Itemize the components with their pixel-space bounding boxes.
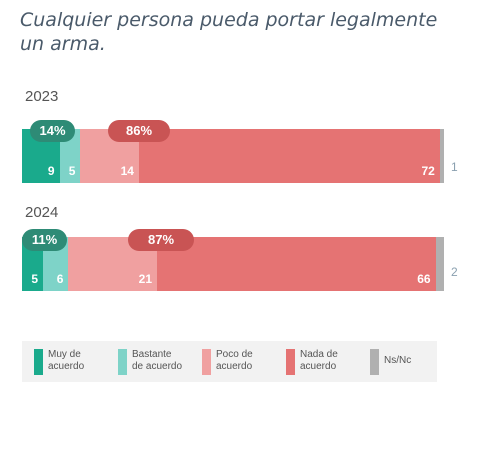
chart-title: Cualquier persona pueda portar legalment… — [20, 9, 438, 55]
bar-segment-nada-2024: 66 — [157, 237, 436, 291]
legend-swatch — [118, 349, 127, 375]
year-label-2024: 2024 — [25, 204, 59, 221]
bar-value-label: 5 — [31, 272, 39, 286]
agree-total-2023: 14% — [30, 120, 75, 142]
legend-label: Bastante de acuerdo — [132, 349, 183, 372]
chart-legend: Muy de acuerdo Bastante de acuerdo Poco de ac… — [22, 341, 437, 382]
nsnc-value-2023: 1 — [451, 160, 458, 174]
bar-segment-nsnc-2024 — [435, 237, 444, 291]
bar-value-label: 5 — [68, 164, 76, 178]
legend-label: Ns/Nc — [384, 355, 412, 366]
bar-value-label: 72 — [421, 164, 435, 178]
bar-segment-nsnc-2023 — [439, 129, 444, 183]
legend-swatch — [202, 349, 211, 375]
legend-label: Poco de acuerdo — [216, 349, 253, 372]
agree-total-2024: 11% — [22, 229, 67, 251]
bar-value-label: 9 — [47, 164, 55, 178]
bar-segment-bastante-2023: 5 — [59, 129, 81, 183]
legend-label: Nada de acuerdo — [300, 349, 338, 372]
disagree-total-2024: 87% — [128, 229, 194, 251]
legend-swatch — [286, 349, 295, 375]
legend-swatch — [34, 349, 43, 375]
bar-row-2023: 9 5 14 72 — [22, 129, 444, 183]
year-label-2023: 2023 — [25, 88, 59, 105]
disagree-total-2023: 86% — [108, 120, 170, 142]
legend-swatch — [370, 349, 379, 375]
bar-segment-nada-2023: 72 — [138, 129, 440, 183]
nsnc-value-2024: 2 — [451, 265, 458, 279]
bar-row-2024: 5 6 21 66 — [22, 237, 444, 291]
legend-label: Muy de acuerdo — [48, 349, 85, 372]
bar-value-label: 66 — [417, 272, 431, 286]
bar-value-label: 21 — [138, 272, 153, 286]
bar-value-label: 6 — [56, 272, 64, 286]
bar-value-label: 14 — [120, 164, 134, 178]
